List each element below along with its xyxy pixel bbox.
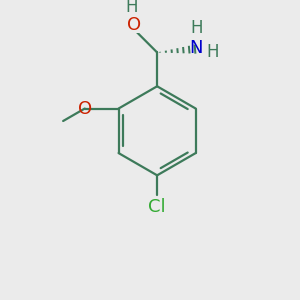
Text: H: H <box>207 44 219 62</box>
Text: O: O <box>127 16 141 34</box>
Text: Cl: Cl <box>148 199 166 217</box>
Text: O: O <box>78 100 92 118</box>
Text: N: N <box>189 39 203 57</box>
Text: H: H <box>126 0 138 16</box>
Text: H: H <box>190 19 203 37</box>
